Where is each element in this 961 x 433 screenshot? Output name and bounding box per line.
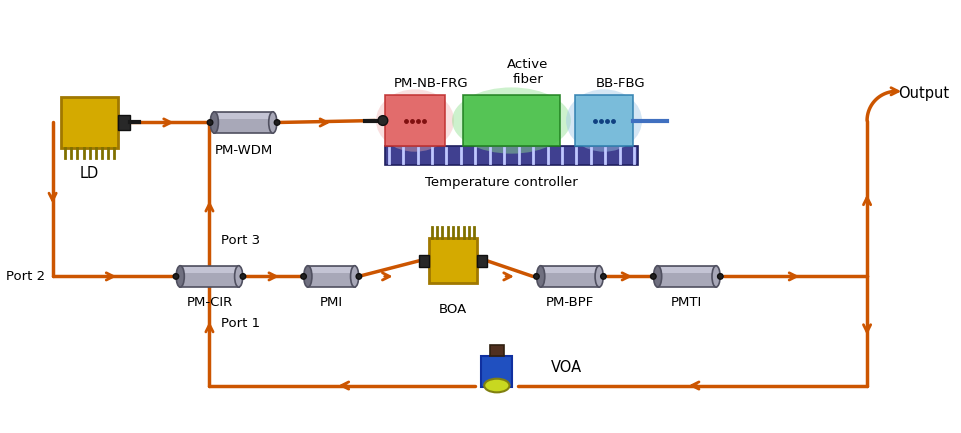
Polygon shape xyxy=(384,95,445,146)
Circle shape xyxy=(301,274,306,279)
Text: PMI: PMI xyxy=(319,296,342,309)
Polygon shape xyxy=(540,267,599,273)
Polygon shape xyxy=(180,267,238,273)
Circle shape xyxy=(533,274,538,279)
Text: BOA: BOA xyxy=(438,303,467,316)
Ellipse shape xyxy=(234,266,242,287)
Text: BB-FBG: BB-FBG xyxy=(595,78,645,90)
Text: Output: Output xyxy=(898,86,949,101)
Polygon shape xyxy=(489,345,504,356)
Text: LD: LD xyxy=(80,166,99,181)
Ellipse shape xyxy=(653,266,661,287)
Ellipse shape xyxy=(711,266,720,287)
Text: VOA: VOA xyxy=(550,361,581,375)
Polygon shape xyxy=(180,266,238,287)
Ellipse shape xyxy=(536,266,544,287)
Text: PMTI: PMTI xyxy=(671,296,702,309)
Text: Port 3: Port 3 xyxy=(221,234,260,247)
Polygon shape xyxy=(62,97,118,148)
Ellipse shape xyxy=(483,379,509,392)
Ellipse shape xyxy=(565,89,641,152)
Ellipse shape xyxy=(268,112,277,133)
Polygon shape xyxy=(540,266,599,287)
Text: Port 1: Port 1 xyxy=(221,317,260,330)
Ellipse shape xyxy=(210,112,218,133)
Polygon shape xyxy=(429,239,477,283)
Polygon shape xyxy=(214,112,273,133)
Text: Active
fiber: Active fiber xyxy=(506,58,548,87)
Text: Temperature controller: Temperature controller xyxy=(425,176,578,189)
Circle shape xyxy=(356,274,361,279)
Ellipse shape xyxy=(304,266,311,287)
Circle shape xyxy=(650,274,655,279)
Polygon shape xyxy=(575,95,632,146)
Circle shape xyxy=(717,274,723,279)
Circle shape xyxy=(207,120,212,125)
Polygon shape xyxy=(214,113,273,119)
Text: Port 2: Port 2 xyxy=(6,270,45,283)
Ellipse shape xyxy=(176,266,185,287)
Text: PM-BPF: PM-BPF xyxy=(545,296,594,309)
Polygon shape xyxy=(308,267,355,273)
Ellipse shape xyxy=(350,266,358,287)
Polygon shape xyxy=(308,266,355,287)
Ellipse shape xyxy=(452,87,570,154)
Polygon shape xyxy=(418,255,429,267)
Ellipse shape xyxy=(595,266,603,287)
Text: PM-WDM: PM-WDM xyxy=(214,144,272,157)
Circle shape xyxy=(600,274,605,279)
Ellipse shape xyxy=(376,89,454,152)
Text: PM-NB-FRG: PM-NB-FRG xyxy=(393,78,467,90)
Circle shape xyxy=(274,120,280,125)
Polygon shape xyxy=(118,115,130,130)
Polygon shape xyxy=(462,95,559,146)
Polygon shape xyxy=(657,267,715,273)
Circle shape xyxy=(173,274,179,279)
Circle shape xyxy=(378,116,387,126)
Polygon shape xyxy=(480,356,512,388)
Polygon shape xyxy=(384,146,637,165)
Polygon shape xyxy=(477,255,486,267)
Text: PM-CIR: PM-CIR xyxy=(186,296,233,309)
Circle shape xyxy=(240,274,245,279)
Polygon shape xyxy=(657,266,715,287)
